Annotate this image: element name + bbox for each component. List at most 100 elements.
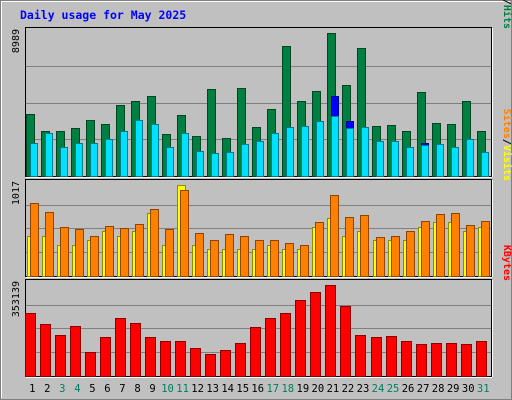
bar-pages-day-10 xyxy=(166,147,174,177)
bar-kbytes-day-31 xyxy=(476,341,487,377)
bar-pages-day-28 xyxy=(436,144,444,177)
bar-kbytes-day-2 xyxy=(40,324,51,377)
bar-sites-day-5 xyxy=(90,236,99,277)
x-tick-label-day-13: 13 xyxy=(206,383,219,395)
max-label-mid: 1017 xyxy=(11,181,22,205)
x-tick-label-day-31: 31 xyxy=(477,383,490,395)
bar-pages-day-21 xyxy=(331,116,339,177)
bar-sites-day-23 xyxy=(360,215,369,277)
bar-kbytes-day-15 xyxy=(235,343,246,377)
bar-pages-day-23 xyxy=(361,127,369,177)
bar-sites-day-17 xyxy=(270,240,279,277)
bar-kbytes-day-24 xyxy=(371,337,382,377)
bar-kbytes-day-16 xyxy=(250,327,261,377)
bar-pages-day-20 xyxy=(316,121,324,177)
panel-top: 8989 Pages/Files/Hits xyxy=(11,0,512,178)
bar-kbytes-day-26 xyxy=(401,341,412,377)
legend-entry-visits: Visits xyxy=(501,145,512,181)
x-tick-label-day-16: 16 xyxy=(251,383,264,395)
panel-mid: 1017 Sites/Visits xyxy=(11,109,512,278)
bar-pages-day-15 xyxy=(241,144,249,177)
bar-kbytes-day-23 xyxy=(355,335,366,377)
chart-title: Daily usage for May 2025 xyxy=(20,8,186,22)
x-tick-label-day-15: 15 xyxy=(236,383,249,395)
x-tick-label-day-8: 8 xyxy=(134,383,140,395)
bar-kbytes-day-14 xyxy=(220,350,231,377)
bar-kbytes-day-3 xyxy=(55,335,66,377)
bar-sites-day-1 xyxy=(30,203,39,277)
bar-sites-day-12 xyxy=(195,233,204,277)
bar-kbytes-day-17 xyxy=(265,318,276,377)
bar-pages-day-9 xyxy=(151,124,159,177)
bar-kbytes-day-27 xyxy=(416,344,427,377)
bar-kbytes-day-20 xyxy=(310,292,321,377)
bar-sites-day-16 xyxy=(255,240,264,277)
bar-sites-day-13 xyxy=(210,240,219,277)
x-tick-label-day-2: 2 xyxy=(44,383,50,395)
x-tick-label-day-28: 28 xyxy=(432,383,445,395)
x-tick-label-day-14: 14 xyxy=(221,383,234,395)
bar-sites-day-27 xyxy=(421,221,430,277)
legend-entry-separator: / xyxy=(501,139,512,145)
bar-kbytes-day-29 xyxy=(446,343,457,377)
bar-kbytes-day-21 xyxy=(325,285,336,377)
bar-pages-day-7 xyxy=(120,131,128,177)
bar-sites-day-14 xyxy=(225,234,234,277)
bar-sites-day-9 xyxy=(150,209,159,277)
bar-pages-day-2 xyxy=(45,133,53,177)
x-tick-label-day-21: 21 xyxy=(327,383,340,395)
bar-sites-day-31 xyxy=(481,221,490,277)
x-tick-label-day-25: 25 xyxy=(387,383,400,395)
x-tick-label-day-19: 19 xyxy=(297,383,310,395)
x-tick-label-day-9: 9 xyxy=(149,383,155,395)
x-tick-label-day-7: 7 xyxy=(119,383,125,395)
bar-kbytes-day-12 xyxy=(190,348,201,377)
bar-sites-day-2 xyxy=(45,212,54,277)
x-tick-label-day-29: 29 xyxy=(447,383,460,395)
x-tick-label-day-23: 23 xyxy=(357,383,370,395)
bar-sites-day-3 xyxy=(60,227,69,277)
bar-pages-day-5 xyxy=(90,143,98,177)
legend-top: Pages/Files/Hits xyxy=(501,0,512,29)
x-tick-label-day-6: 6 xyxy=(104,383,110,395)
bar-pages-day-3 xyxy=(60,147,68,177)
x-tick-label-day-24: 24 xyxy=(372,383,385,395)
bar-pages-day-25 xyxy=(391,141,399,177)
bar-kbytes-day-9 xyxy=(145,337,156,377)
x-tick-label-day-26: 26 xyxy=(402,383,415,395)
bar-pages-day-6 xyxy=(105,139,113,177)
max-label-bottom: 353139 xyxy=(11,281,22,317)
bar-kbytes-day-28 xyxy=(431,343,442,377)
bar-sites-day-7 xyxy=(120,228,129,277)
bar-pages-day-31 xyxy=(481,152,489,177)
bar-kbytes-day-8 xyxy=(130,323,141,377)
bar-sites-day-29 xyxy=(451,213,460,277)
x-tick-label-day-3: 3 xyxy=(59,383,65,395)
bar-sites-day-10 xyxy=(165,229,174,277)
legend-bottom: KBytes xyxy=(501,245,512,281)
bar-kbytes-day-11 xyxy=(175,341,186,377)
bar-pages-day-18 xyxy=(286,127,294,177)
bar-kbytes-day-19 xyxy=(295,300,306,377)
max-label-top: 8989 xyxy=(11,29,22,53)
x-tick-label-day-11: 11 xyxy=(176,383,189,395)
bar-kbytes-day-1 xyxy=(25,313,36,377)
legend-entry-kbytes: KBytes xyxy=(501,245,512,281)
bar-kbytes-day-6 xyxy=(100,337,111,377)
bar-pages-day-27 xyxy=(421,145,429,177)
bar-sites-day-30 xyxy=(466,225,475,277)
bar-pages-day-29 xyxy=(451,147,459,177)
bar-sites-day-21 xyxy=(330,195,339,277)
x-tick-label-day-1: 1 xyxy=(29,383,35,395)
bar-pages-day-30 xyxy=(466,139,474,177)
legend-mid: Sites/Visits xyxy=(501,109,512,181)
bar-pages-day-1 xyxy=(30,143,38,177)
bar-kbytes-day-22 xyxy=(340,306,351,377)
bar-sites-day-4 xyxy=(75,229,84,277)
bar-sites-day-6 xyxy=(105,226,114,277)
bar-kbytes-day-18 xyxy=(280,313,291,377)
x-tick-label-day-27: 27 xyxy=(417,383,430,395)
x-tick-label-day-5: 5 xyxy=(89,383,95,395)
bar-pages-day-26 xyxy=(406,147,414,177)
bar-sites-day-22 xyxy=(345,217,354,277)
